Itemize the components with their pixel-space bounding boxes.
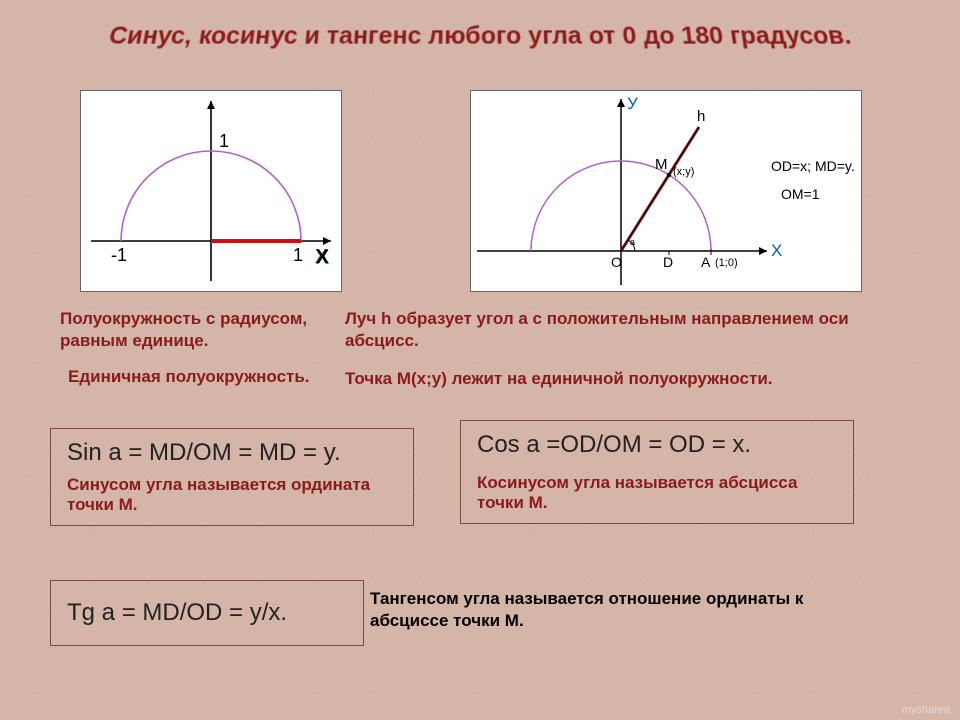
caption-unit-semicircle: Единичная полуокружность. xyxy=(68,366,328,388)
diag2-origin: O xyxy=(611,254,622,270)
tg-formula: Tg a = MD/OD = y/x. xyxy=(67,599,347,627)
sin-formula: Sin a = MD/OM = MD = y. xyxy=(67,439,397,467)
cos-formula: Cos a =OD/OM = OD = x. xyxy=(477,431,837,459)
diag2-point-a: A xyxy=(701,254,711,270)
watermark: myshared xyxy=(902,704,950,716)
diag2-point-m-coords: (x;y) xyxy=(673,166,694,178)
diag1-label-right: 1 xyxy=(293,245,303,265)
sin-definition: Синусом угла называется ордината точки М… xyxy=(67,475,397,515)
unit-semicircle-diagram: 1 -1 1 X X xyxy=(80,90,342,292)
diag2-point-d: D xyxy=(663,254,673,270)
caption-semicircle-radius: Полуокружность с радиусом, равным единиц… xyxy=(60,308,320,352)
semicircle-svg: 1 -1 1 X X xyxy=(81,91,341,291)
diag1-label-left: -1 xyxy=(111,245,127,265)
diag2-y-axis-label: У xyxy=(627,94,638,113)
ray-svg: h M (x;y) a O D A (1;0) У Х OD=x; MD=y. … xyxy=(471,91,861,291)
diag1-x-axis-label-shadow: X xyxy=(316,247,330,269)
diag2-angle-label: a xyxy=(630,237,635,247)
diag2-point-a-coords: (1;0) xyxy=(715,257,738,269)
sin-formula-box: Sin a = MD/OM = MD = y. Синусом угла наз… xyxy=(50,428,414,526)
diag2-ray-label: h xyxy=(697,108,705,125)
diag2-point-m: M xyxy=(655,156,668,173)
tg-formula-box: Tg a = MD/OD = y/x. xyxy=(50,580,364,646)
diag2-x-axis-label: Х xyxy=(771,241,782,260)
page-title: Синус, косинус и тангенс любого угла от … xyxy=(0,23,960,51)
cos-definition: Косинусом угла называется абсцисса точки… xyxy=(477,473,837,513)
caption-ray-angle: Луч h образует угол а с положительным на… xyxy=(345,308,865,352)
caption-point-m: Точка М(х;у) лежит на единичной полуокру… xyxy=(345,368,905,390)
tg-definition: Тангенсом угла называется отношение орди… xyxy=(370,588,850,632)
diag1-label-top: 1 xyxy=(219,131,229,151)
cos-formula-box: Cos a =OD/OM = OD = x. Косинусом угла на… xyxy=(460,420,854,524)
diag2-eq1: OD=x; MD=y. xyxy=(771,158,855,174)
ray-angle-diagram: h M (x;y) a O D A (1;0) У Х OD=x; MD=y. … xyxy=(470,90,862,292)
diag2-eq2: OM=1 xyxy=(781,186,820,202)
